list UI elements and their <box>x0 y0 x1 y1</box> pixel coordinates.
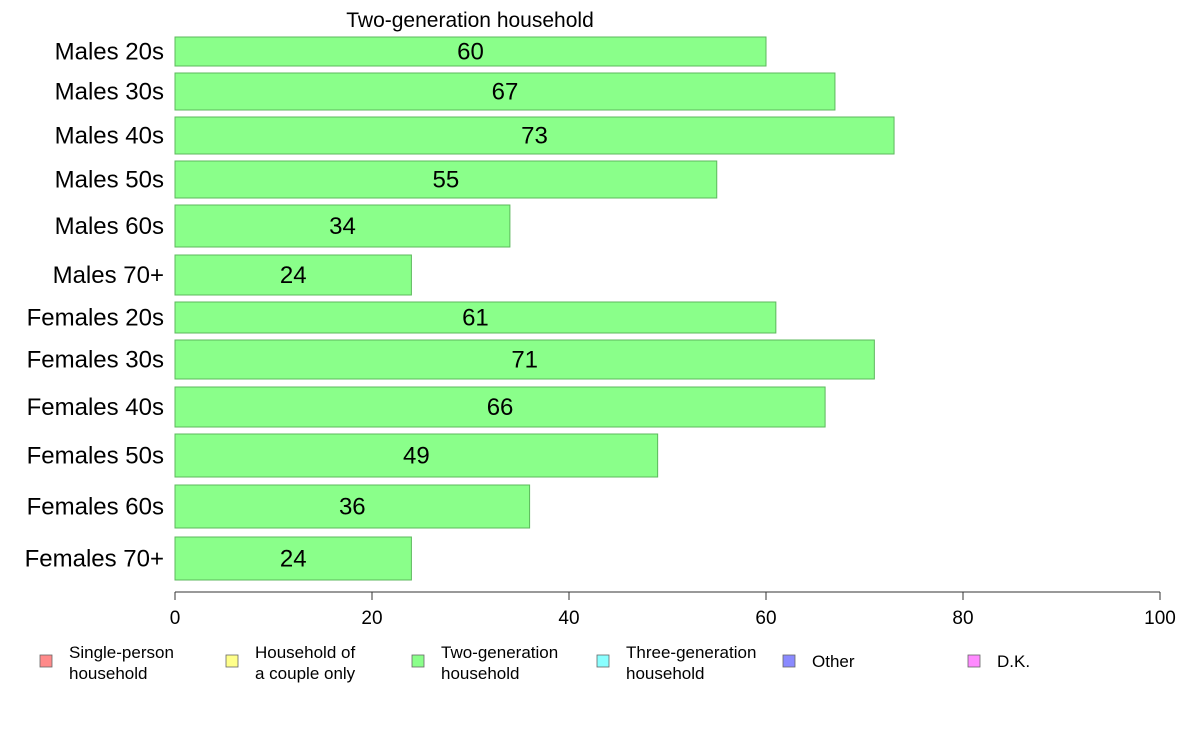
legend: Single-person household Household of a coup… <box>39 643 1030 683</box>
legend-swatch <box>596 654 610 668</box>
category-label: Males 20s <box>55 39 164 66</box>
legend-item: Two-generation household <box>411 643 558 683</box>
legend-swatch <box>411 654 425 668</box>
legend-swatch <box>39 654 53 668</box>
legend-label: D.K. <box>997 652 1030 671</box>
legend-label: Two-generation <box>441 643 558 662</box>
x-axis: 0 20 40 60 80 100 <box>170 591 1176 629</box>
legend-label: Single-person <box>69 643 174 662</box>
bar <box>174 36 767 67</box>
category-label: Females 20s <box>27 305 164 332</box>
x-tick-label: 80 <box>952 608 973 629</box>
value-label: 24 <box>280 546 307 573</box>
value-label: 55 <box>433 167 460 194</box>
x-tick-label: 0 <box>170 608 181 629</box>
legend-item: D.K. <box>967 652 1030 671</box>
value-label: 24 <box>280 262 307 289</box>
bar <box>174 72 836 111</box>
category-label: Females 70+ <box>25 546 164 573</box>
chart-title: Two-generation household <box>346 9 594 32</box>
bar <box>174 116 895 155</box>
x-tick-label: 100 <box>1144 608 1176 629</box>
legend-item: Three-generation household <box>596 643 756 683</box>
category-labels: Males 20s Males 30s Males 40s Males 50s Male… <box>25 39 164 573</box>
legend-swatch <box>782 654 796 668</box>
bar <box>174 386 826 428</box>
x-tick-label: 60 <box>755 608 776 629</box>
value-label: 71 <box>511 347 538 374</box>
legend-item: Other <box>782 652 855 671</box>
category-label: Males 50s <box>55 167 164 194</box>
legend-swatch <box>225 654 239 668</box>
category-label: Females 30s <box>27 347 164 374</box>
x-tick-label: 40 <box>558 608 579 629</box>
legend-item: Single-person household <box>39 643 174 683</box>
bar <box>174 204 511 248</box>
value-label: 36 <box>339 494 366 521</box>
bar <box>174 433 659 478</box>
value-label: 60 <box>457 39 484 66</box>
bar <box>174 484 531 529</box>
legend-label: household <box>69 664 147 683</box>
legend-label: a couple only <box>255 664 356 683</box>
bar <box>174 254 412 296</box>
category-label: Males 70+ <box>53 262 164 289</box>
value-label: 66 <box>487 394 514 421</box>
category-label: Females 60s <box>27 494 164 521</box>
legend-item: Household of a couple only <box>225 643 356 683</box>
value-label: 67 <box>492 79 519 106</box>
category-label: Males 60s <box>55 213 164 240</box>
legend-label: Other <box>812 652 855 671</box>
bar <box>174 160 718 199</box>
value-label: 34 <box>329 213 356 240</box>
category-label: Males 40s <box>55 123 164 150</box>
value-label: 49 <box>403 443 430 470</box>
bar <box>174 301 777 334</box>
bar <box>174 339 875 380</box>
category-label: Males 30s <box>55 79 164 106</box>
legend-label: household <box>441 664 519 683</box>
x-tick-label: 20 <box>361 608 382 629</box>
value-label: 61 <box>462 305 489 332</box>
legend-label: Household of <box>255 643 355 662</box>
bar <box>174 536 412 581</box>
category-label: Females 50s <box>27 443 164 470</box>
legend-label: Three-generation <box>626 643 756 662</box>
bars-group <box>174 36 895 581</box>
legend-swatch <box>967 654 981 668</box>
legend-label: household <box>626 664 704 683</box>
category-label: Females 40s <box>27 394 164 421</box>
value-label: 73 <box>521 123 548 150</box>
